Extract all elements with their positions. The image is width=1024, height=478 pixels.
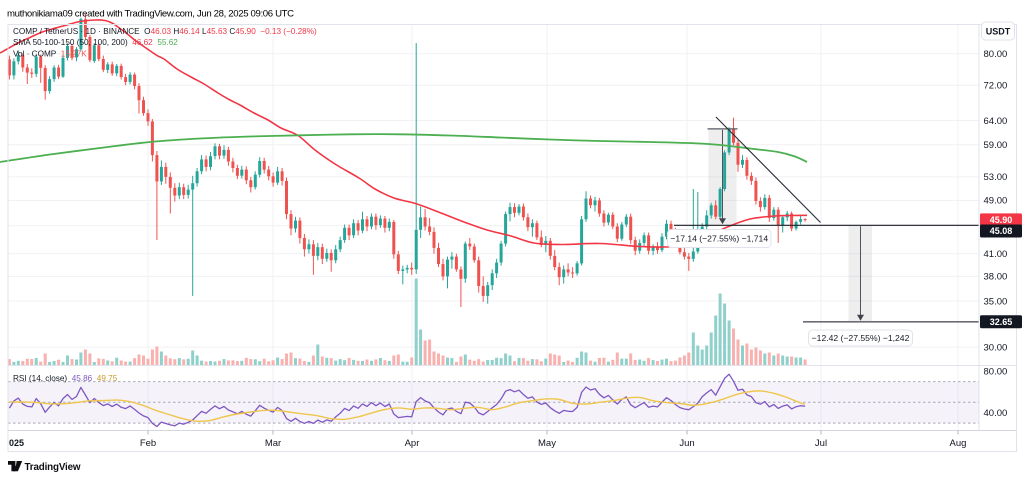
svg-text:USDT: USDT — [986, 27, 1011, 37]
svg-text:30.00: 30.00 — [984, 342, 1008, 353]
svg-text:49.00: 49.00 — [984, 196, 1008, 207]
svg-text:40.00: 40.00 — [984, 408, 1008, 419]
svg-text:Jun: Jun — [679, 438, 694, 449]
svg-text:Jul: Jul — [815, 438, 827, 449]
svg-text:80.00: 80.00 — [984, 367, 1008, 378]
svg-text:COMP / TetherUS · 1D · BINANCE: COMP / TetherUS · 1D · BINANCE O46.03 H4… — [13, 27, 317, 36]
svg-text:Mar: Mar — [265, 438, 281, 449]
svg-text:May: May — [538, 438, 556, 449]
svg-text:−17.14 (−27.55%) −1,714: −17.14 (−27.55%) −1,714 — [670, 234, 768, 244]
svg-text:−12.42 (−27.55%) −1,242: −12.42 (−27.55%) −1,242 — [812, 333, 910, 343]
svg-text:45.08: 45.08 — [990, 226, 1013, 236]
svg-text:025: 025 — [9, 438, 24, 448]
svg-text:muthonikiama09 created with Tr: muthonikiama09 created with TradingView.… — [7, 9, 294, 20]
svg-text:Vol · COMP 15.27K: Vol · COMP 15.27K — [13, 50, 87, 59]
svg-text:Feb: Feb — [140, 438, 156, 449]
svg-text:SMA 50-100-150 (50, 100, 200): SMA 50-100-150 (50, 100, 200) 46.62 55.6… — [13, 38, 178, 47]
svg-text:53.00: 53.00 — [984, 172, 1008, 183]
svg-text:35.00: 35.00 — [984, 296, 1008, 307]
svg-text:38.00: 38.00 — [984, 272, 1008, 283]
svg-text:Aug: Aug — [950, 438, 967, 449]
svg-text:RSI (14, close) 45.86 49.75: RSI (14, close) 45.86 49.75 — [13, 374, 118, 383]
svg-text:41.00: 41.00 — [984, 249, 1008, 260]
svg-text:45.90: 45.90 — [990, 215, 1013, 225]
svg-text:72.00: 72.00 — [984, 81, 1008, 92]
svg-text:Apr: Apr — [405, 438, 420, 449]
svg-text:TradingView: TradingView — [25, 462, 81, 473]
svg-text:59.00: 59.00 — [984, 140, 1008, 151]
svg-text:80.00: 80.00 — [984, 49, 1008, 60]
svg-text:64.00: 64.00 — [984, 116, 1008, 127]
svg-text:32.65: 32.65 — [990, 317, 1013, 327]
